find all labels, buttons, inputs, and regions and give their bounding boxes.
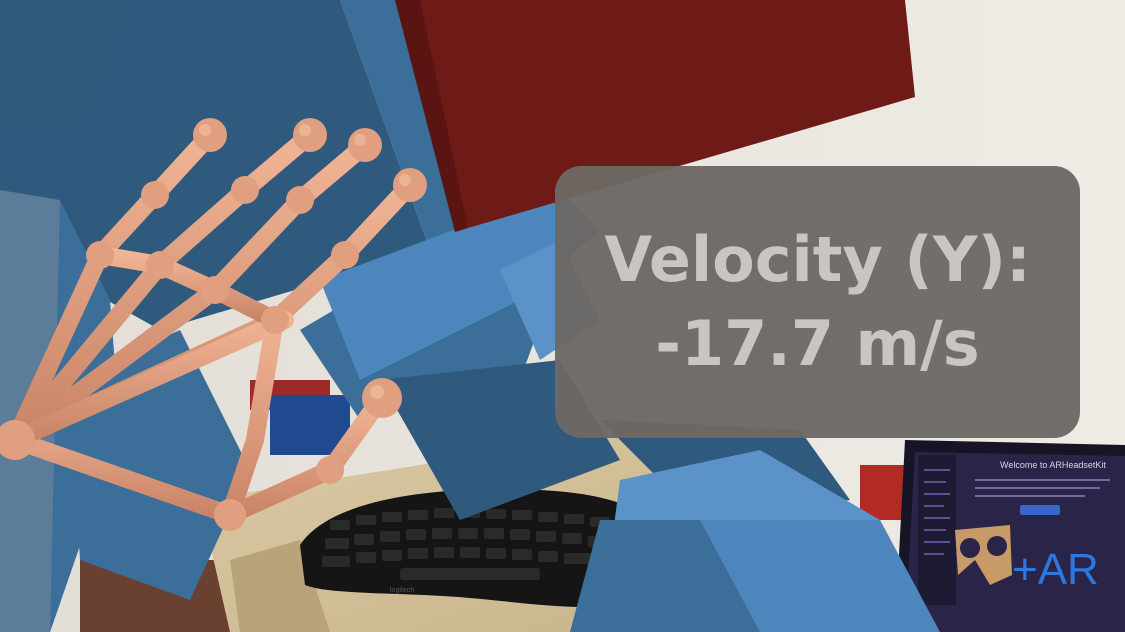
monitor-ar-logo: +AR bbox=[1012, 545, 1099, 594]
cardboard-headset-icon bbox=[955, 525, 1012, 585]
hand-skeleton bbox=[0, 118, 427, 531]
red-ar-block bbox=[395, 0, 915, 232]
monitor: Welcome to ARHeadsetKit +AR bbox=[895, 440, 1125, 632]
velocity-readout-panel: Velocity (Y): -17.7 m/s bbox=[555, 166, 1080, 438]
velocity-label: Velocity (Y): bbox=[604, 223, 1031, 296]
velocity-value: -17.7 m/s bbox=[655, 307, 980, 380]
monitor-welcome-text: Welcome to ARHeadsetKit bbox=[1000, 460, 1106, 470]
keyboard-brand: logitech bbox=[390, 587, 414, 594]
